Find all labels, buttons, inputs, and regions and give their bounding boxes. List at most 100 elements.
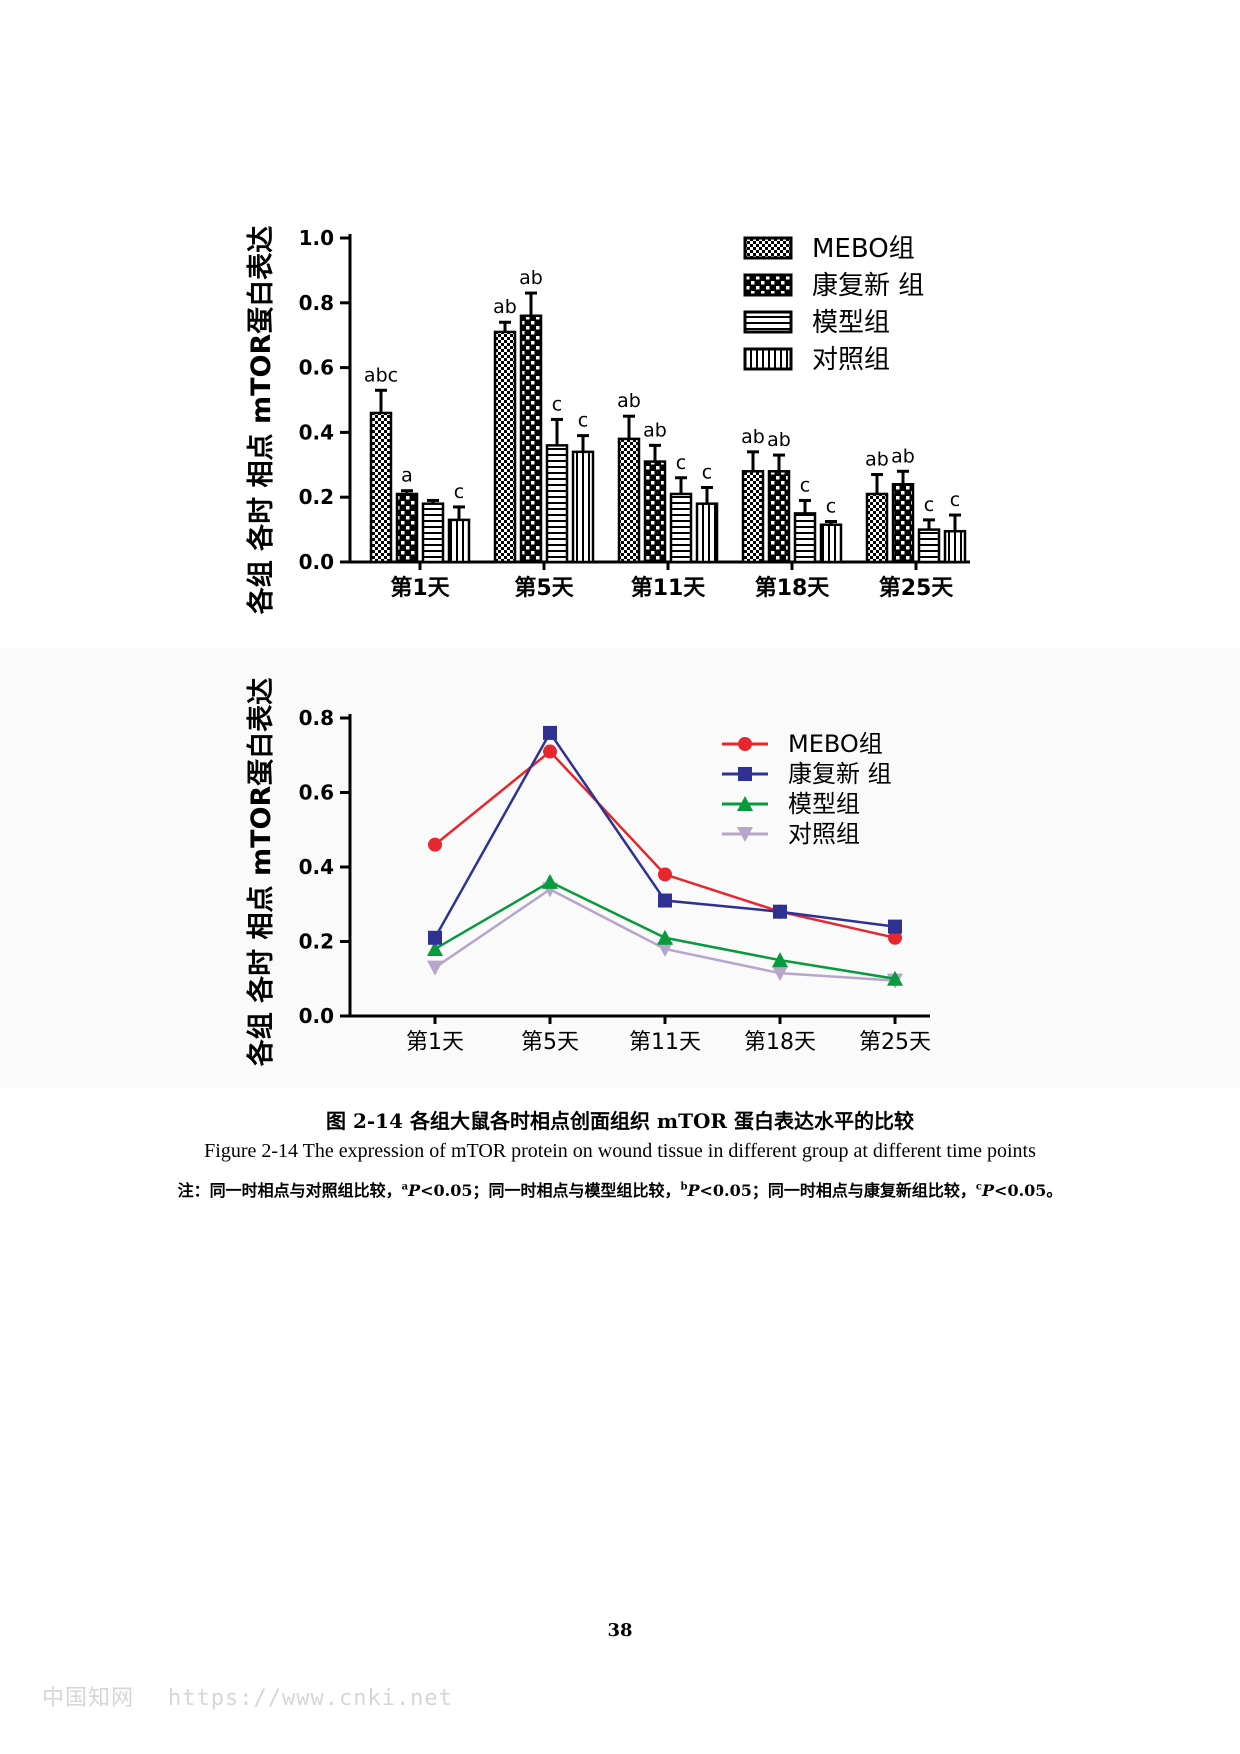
legend-label: 对照组 (812, 345, 890, 375)
x-tick-label: 第1天 (406, 1030, 464, 1055)
data-point (887, 970, 903, 986)
x-tick-label: 第25天 (879, 575, 955, 601)
data-point (657, 941, 673, 957)
watermark: 中国知网 https://www.cnki.net (42, 1680, 487, 1712)
y-tick-label: 0.2 (299, 930, 334, 954)
legend-label: MEBO组 (812, 234, 915, 264)
watermark-url: https://www.cnki.net (168, 1686, 453, 1711)
figure-caption-cn: 图 2-14 各组大鼠各时相点创面组织 mTOR 蛋白表达水平的比较 (326, 1109, 914, 1133)
bar (943, 529, 967, 564)
legend-marker (737, 827, 753, 842)
note-part-1: 注：同一时相点与对照组比较， (177, 1181, 402, 1200)
bar (571, 450, 595, 564)
data-point (773, 904, 787, 919)
note-p-3: P (982, 1181, 995, 1200)
x-tick-label: 第18天 (755, 575, 831, 601)
bar (741, 470, 765, 564)
significance-label: c (676, 452, 686, 474)
note-sup-c: c (975, 1181, 982, 1193)
legend-marker (738, 767, 752, 781)
note-sup-a: a (401, 1181, 409, 1193)
data-point (428, 837, 442, 852)
bar (767, 470, 791, 564)
legend-marker (738, 737, 752, 751)
data-point (543, 744, 557, 759)
page-number: 38 (607, 1620, 633, 1641)
y-axis-label: 各组 各时 相点 mTOR蛋白表达 (245, 226, 277, 616)
bar (545, 444, 569, 564)
y-tick-label: 0.6 (299, 356, 334, 380)
data-point (658, 867, 672, 882)
y-tick-label: 1.0 (299, 226, 334, 250)
bar (917, 528, 941, 564)
significance-label: ab (741, 426, 765, 448)
x-tick-label: 第5天 (514, 575, 574, 601)
significance-label: abc (364, 364, 398, 386)
figure-caption-en: Figure 2-14 The expression of mTOR prote… (204, 1140, 1036, 1162)
data-point (427, 940, 443, 956)
bar (669, 492, 693, 564)
significance-label: ab (865, 449, 889, 471)
bar-chart: 0.0 0.2 0.4 0.6 0.8 1.0 各组 各时 相点 mTOR蛋白表达 第1天 ab… (245, 226, 970, 616)
legend-label: 模型组 (812, 308, 890, 338)
x-tick-label: 第1天 (390, 575, 450, 601)
data-point (428, 930, 442, 945)
data-point (772, 966, 788, 982)
legend-swatch (743, 310, 793, 334)
significance-label: c (950, 489, 960, 511)
y-tick-label: 0.8 (299, 706, 334, 730)
significance-label: ab (891, 445, 915, 467)
data-point (427, 960, 443, 976)
note-part-2: <0.05；同一时相点与模型组比较， (420, 1181, 681, 1200)
figure-note: 注：同一时相点与对照组比较，aP<0.05；同一时相点与模型组比较，bP<0.0… (0, 1177, 1240, 1201)
significance-label: ab (767, 429, 791, 451)
legend-swatch (743, 236, 793, 260)
note-sup-b: b (680, 1181, 688, 1193)
significance-label: a (401, 465, 413, 487)
y-axis-label: 各组 各时 相点 mTOR蛋白表达 (245, 678, 277, 1068)
significance-label: c (800, 474, 810, 496)
bar (793, 512, 817, 564)
y-tick-label: 0.6 (299, 781, 334, 805)
legend-swatch (743, 273, 793, 297)
bar (695, 502, 719, 564)
bar (493, 330, 517, 564)
x-tick-label: 第5天 (521, 1030, 579, 1055)
data-point (657, 929, 673, 945)
significance-label: c (578, 410, 588, 432)
bar (369, 411, 393, 564)
bar (519, 314, 543, 564)
bar (617, 437, 641, 564)
data-point (772, 952, 788, 968)
data-point (888, 919, 902, 934)
note-part-3: <0.05；同一时相点与康复新组比较， (699, 1181, 976, 1200)
bar (643, 460, 667, 564)
legend-label: 模型组 (788, 790, 860, 818)
line-chart: 0.0 0.2 0.4 0.6 0.8 各组 各时 相点 mTOR蛋白表达第1天 第5天 第1… (0, 648, 1240, 1088)
bar (447, 518, 471, 564)
x-tick-label: 第11天 (631, 575, 707, 601)
significance-label: c (454, 481, 464, 503)
bar (395, 492, 419, 564)
y-tick-label: 0.2 (299, 485, 334, 509)
bar (819, 523, 843, 564)
significance-label: c (924, 494, 934, 516)
data-point (658, 893, 672, 908)
note-part-4: <0.05。 (994, 1181, 1063, 1200)
significance-label: c (826, 496, 836, 518)
y-tick-label: 0.0 (299, 1004, 334, 1028)
significance-label: ab (519, 267, 543, 289)
bar (421, 502, 445, 564)
x-tick-label: 第11天 (629, 1030, 701, 1055)
bar (891, 482, 915, 564)
y-tick-label: 0.0 (299, 550, 334, 574)
legend-label: 康复新 组 (812, 271, 924, 301)
legend-label: MEBO组 (788, 730, 883, 758)
significance-label: ab (643, 419, 667, 441)
y-tick-label: 0.4 (299, 855, 334, 879)
bar (865, 492, 889, 564)
x-tick-label: 第25天 (859, 1030, 931, 1055)
y-tick-label: 0.8 (299, 291, 334, 315)
significance-label: c (702, 461, 712, 483)
data-point (888, 930, 902, 945)
